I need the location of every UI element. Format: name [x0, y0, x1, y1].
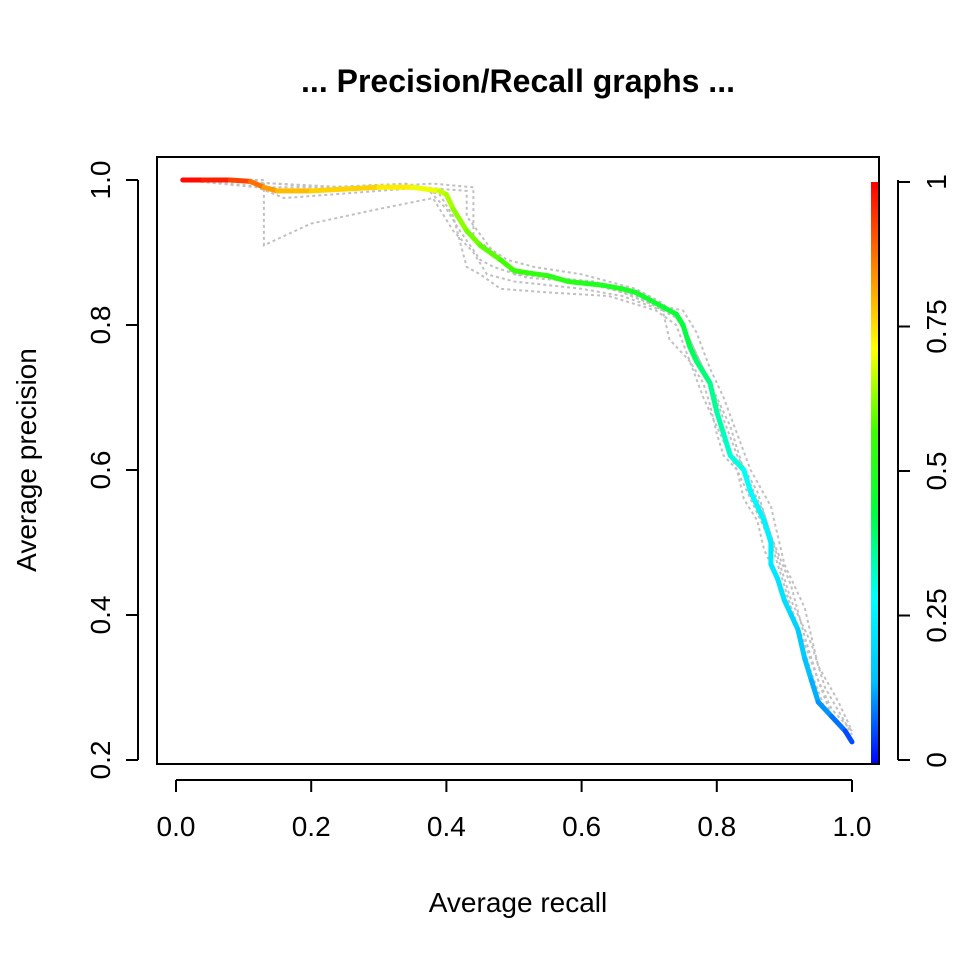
average-curve-segment	[714, 409, 727, 437]
plot-frame	[156, 156, 880, 765]
average-curve-segment	[802, 656, 814, 683]
average-curve-segment	[748, 489, 760, 509]
y-tick-label: 1.0	[85, 161, 116, 200]
average-curve-segment	[525, 270, 551, 279]
y-tick-label: 0.4	[85, 596, 116, 635]
colorbar-tick-label: 0	[921, 752, 952, 768]
average-curve-segment	[795, 627, 808, 661]
chart-title: ... Precision/Recall graphs ...	[301, 63, 735, 99]
average-curve-segment	[829, 714, 848, 734]
average-curve-segment	[545, 273, 571, 284]
average-curve-segment	[477, 242, 503, 263]
average-curve-segment	[308, 184, 382, 194]
average-curve-segment	[761, 518, 774, 545]
average-curve-segment	[727, 453, 747, 473]
x-tick-label: 0.4	[427, 811, 466, 842]
y-tick-label: 0.6	[85, 451, 116, 490]
colorbar	[871, 182, 879, 764]
y-tick-label: 0.8	[85, 306, 116, 345]
colorbar-tick-label: 0.5	[921, 452, 952, 491]
average-curve-segment	[599, 282, 625, 292]
average-curve-segment	[579, 280, 605, 288]
fold-curve-3	[182, 179, 853, 732]
x-tick-label: 1.0	[833, 811, 872, 842]
average-curve-segment	[842, 728, 855, 745]
average-curve-segment	[741, 467, 754, 495]
average-curve-segment	[660, 304, 679, 317]
colorbar-axis: 0 0.25 0.5 0.75 1	[897, 174, 952, 768]
x-axis-label: Average recall	[429, 887, 607, 918]
average-curve-segment	[687, 344, 699, 364]
average-curve-segment	[768, 561, 781, 582]
fold-curve-4	[182, 179, 853, 739]
average-curve-segment	[227, 177, 253, 184]
average-curve-segment	[633, 289, 652, 303]
average-curve-segment	[721, 431, 733, 458]
average-curve-segment	[754, 503, 767, 524]
x-tick-label: 0.2	[292, 811, 331, 842]
average-curve-segment	[498, 257, 517, 274]
average-curve-segment	[694, 358, 713, 386]
fold-curves	[182, 179, 853, 743]
average-curve-segment	[808, 677, 821, 705]
colorbar-tick-label: 0.75	[921, 299, 952, 354]
average-curve-segment	[775, 576, 787, 603]
average-curve-segment	[646, 297, 666, 310]
average-curve-segment	[707, 380, 720, 415]
x-tick-label: 0.0	[157, 811, 196, 842]
average-curve	[180, 177, 855, 745]
fold-curve-5	[182, 179, 853, 743]
average-curve-segment	[443, 192, 456, 212]
x-tick-label: 0.6	[562, 811, 601, 842]
y-axis-label: Average precision	[11, 348, 42, 572]
average-curve-segment	[781, 598, 794, 618]
average-curve-segment	[410, 184, 443, 194]
x-tick-label: 0.8	[697, 811, 736, 842]
x-axis: 0.0 0.2 0.4 0.6 0.8 1.0	[157, 779, 872, 842]
average-curve-segment	[450, 206, 470, 234]
colorbar-tick-label: 1	[921, 174, 952, 190]
average-curve-segment	[788, 612, 801, 632]
colorbar-tick-label: 0.25	[921, 588, 952, 643]
average-curve-segment	[464, 228, 483, 248]
average-curve-segment	[680, 322, 693, 350]
y-axis: 0.2 0.4 0.6 0.8 1.0	[85, 161, 139, 780]
average-curve-segment	[815, 699, 835, 719]
fold-curve-1	[182, 179, 853, 732]
y-tick-label: 0.2	[85, 741, 116, 780]
fold-curve-2	[182, 179, 853, 736]
